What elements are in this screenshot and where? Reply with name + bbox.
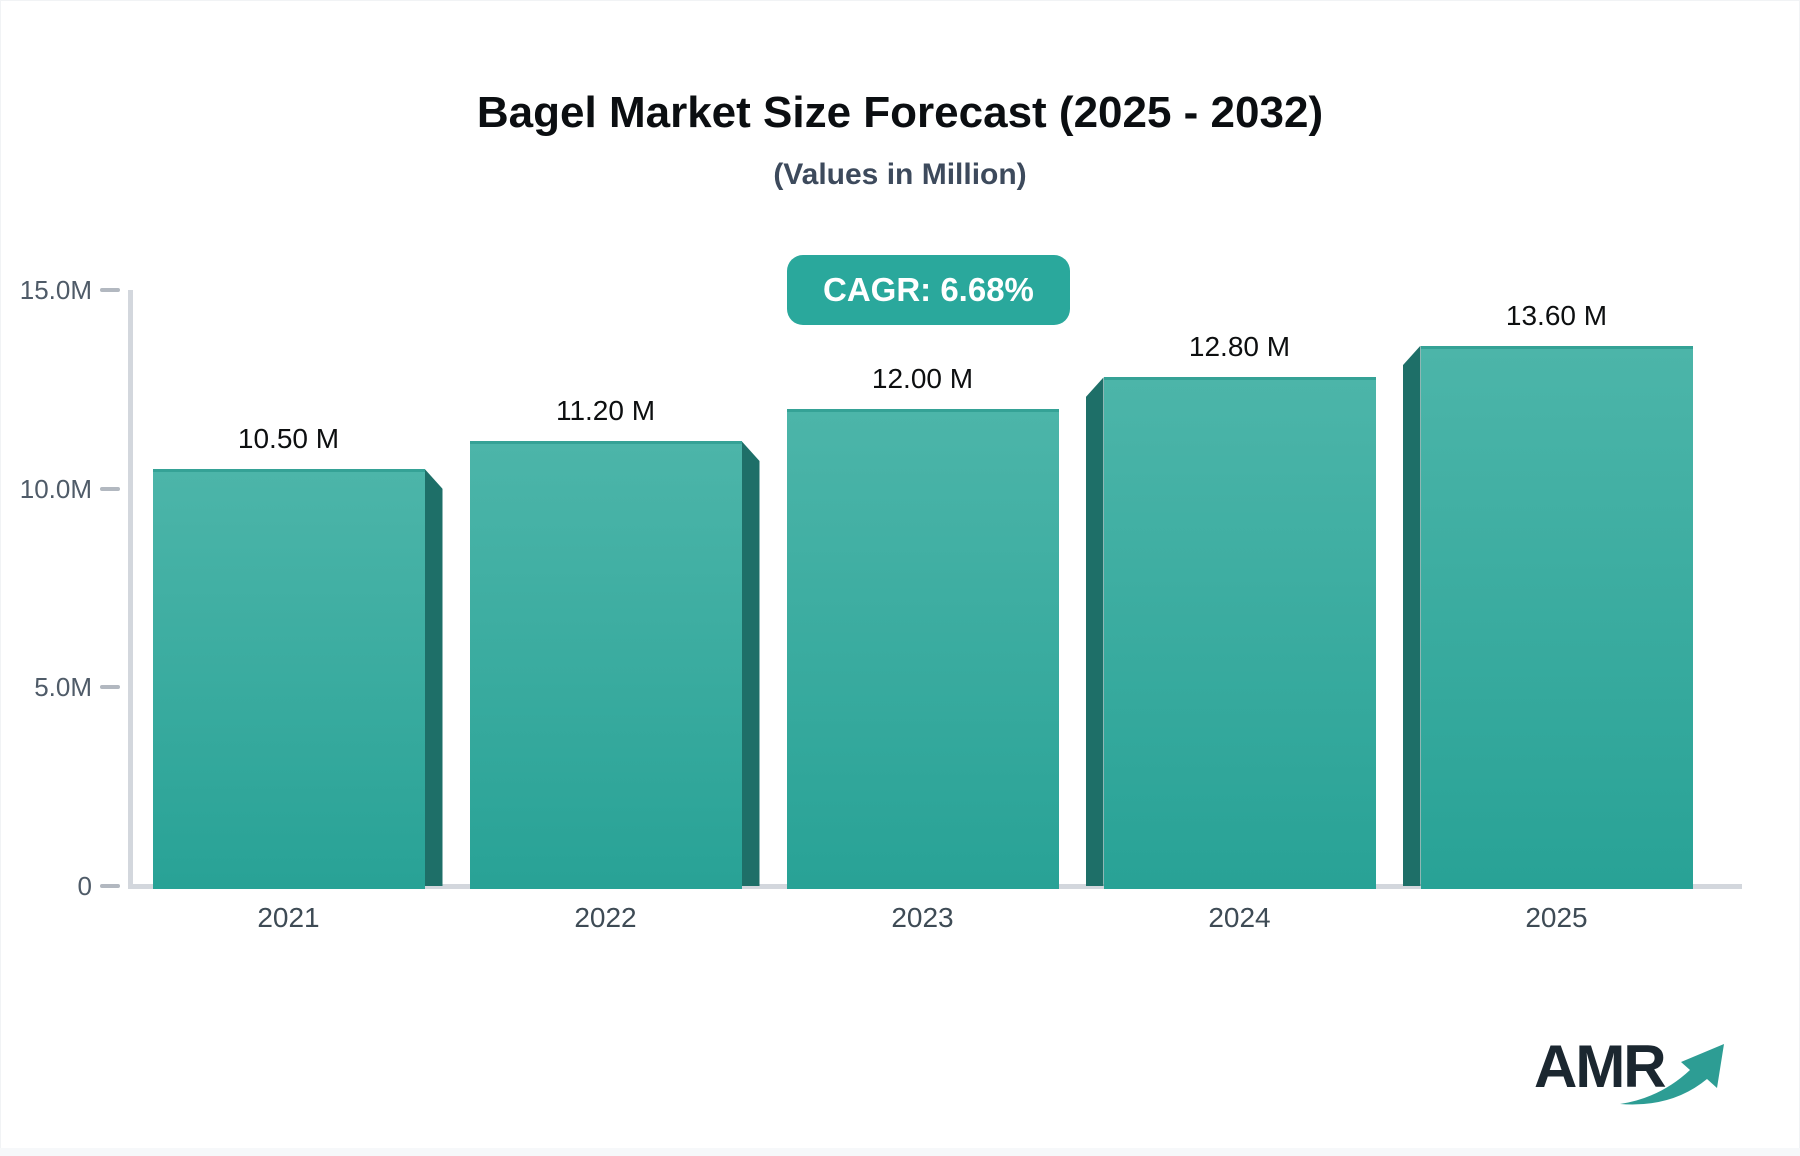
amr-logo: AMR [1530, 1028, 1740, 1108]
cagr-badge: CAGR: 6.68% [787, 255, 1070, 325]
y-axis-label: 10.0M [19, 473, 92, 504]
bar-value-label: 12.00 M [871, 363, 974, 395]
bar [1103, 377, 1376, 889]
y-axis-tick [100, 884, 120, 888]
y-axis-line [128, 290, 133, 889]
x-axis-label: 2021 [257, 902, 320, 933]
x-axis-label: 2023 [891, 902, 954, 933]
bar-side-face [424, 468, 443, 886]
y-axis-tick [100, 486, 120, 491]
bar-side-face [1085, 377, 1104, 886]
y-axis-label: 15.0M [19, 275, 92, 305]
bar [469, 440, 742, 889]
chart-subtitle: (Values in Million) [773, 158, 1027, 191]
y-axis-label: 5.0M [34, 672, 92, 703]
bar-value-label: 11.20 M [555, 394, 656, 426]
x-axis-label: 2024 [1208, 902, 1271, 933]
bar-side-face [741, 440, 760, 886]
bar-value-label: 10.50 M [237, 422, 340, 454]
bar [152, 468, 425, 889]
y-axis-tick [100, 288, 120, 292]
bar [1420, 345, 1693, 889]
bar-value-label: 12.80 M [1188, 331, 1291, 363]
bar-side-face [1402, 345, 1421, 886]
bar-value-label: 13.60 M [1505, 299, 1608, 331]
chart-title: Bagel Market Size Forecast (2025 - 2032) [476, 88, 1324, 137]
x-axis-label: 2022 [574, 902, 637, 933]
bar [786, 409, 1059, 889]
y-axis-label: 0 [77, 871, 92, 901]
page-edge [0, 1148, 1800, 1156]
amr-logo-text: AMR [1534, 1033, 1667, 1100]
y-axis-tick [100, 685, 120, 690]
growth-arrow-icon [1612, 1028, 1742, 1117]
x-axis-label: 2025 [1525, 902, 1588, 933]
